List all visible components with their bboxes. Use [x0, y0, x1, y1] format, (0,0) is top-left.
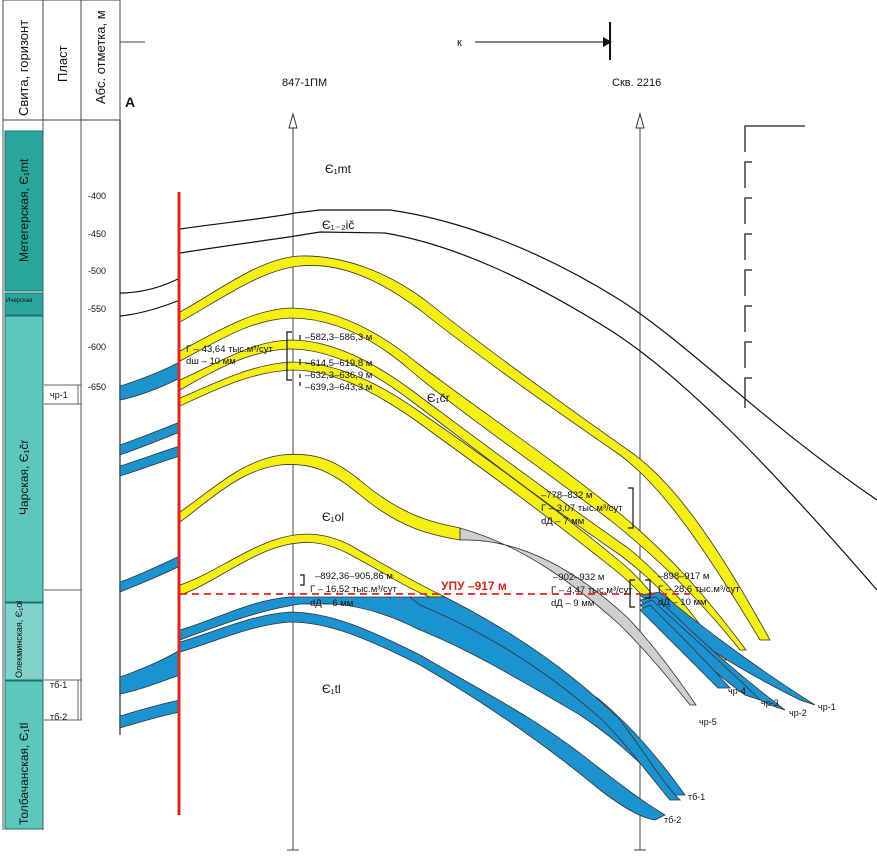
well2-label: Скв. 2216	[612, 77, 661, 89]
gas-layer-2	[179, 307, 747, 651]
header-table: Свита, горизонт Пласт Абс. отметка, м	[2, 0, 121, 121]
well1-label: 847-1ПМ	[282, 77, 327, 89]
legend-brackets	[744, 125, 805, 408]
elev-tick: -550	[88, 304, 106, 314]
header-elev-label: Абс. отметка, м	[93, 10, 108, 104]
upu-label: УПУ –917 м	[441, 579, 507, 593]
elev-tick: -650	[88, 382, 106, 392]
formation-tl-label: Є₁tl	[322, 682, 341, 696]
water-cr4	[639, 604, 731, 689]
water-tb2	[179, 611, 666, 821]
test3-dd: dД – 6 мм	[310, 598, 353, 609]
formation-ic-label: Є₁₋₂ič	[322, 218, 354, 232]
header-layer-label: Пласт	[55, 45, 70, 82]
water-left-5	[119, 649, 181, 695]
interval-2: –614,5–619,8 м	[305, 358, 372, 369]
suite-olekminskaya-label: Олекминская, Є₁ol	[14, 601, 24, 678]
gas-layer-3	[179, 339, 727, 661]
bed-label-cr2: чр-2	[789, 708, 807, 718]
bed-label-cr5: чр-5	[699, 717, 717, 727]
layer-tb1-label: тб-1	[50, 680, 67, 690]
water-left-1	[119, 361, 181, 401]
bed-label-tb1: тб-1	[688, 792, 705, 802]
gas-layer-5	[179, 453, 461, 541]
header-suite-label: Свита, горизонт	[16, 20, 31, 116]
test1-rate: Г – 43,64 тыс.м³/сут	[186, 344, 274, 355]
suite-charskaya-block	[4, 315, 44, 603]
suite-ichersk-label: Ичерская	[6, 298, 32, 304]
bracket-2216-upper	[628, 487, 634, 529]
water-tb-main	[408, 596, 681, 801]
elev-tick: -600	[88, 342, 106, 352]
test3-int: –892,36–905,86 м	[315, 571, 393, 582]
interval-1: –582,3–586,3 м	[305, 332, 372, 343]
suite-tolbachanskaya-block	[4, 680, 44, 830]
layer-tb2-label: тб-2	[50, 712, 67, 722]
test5-rate: Г – 28,6 тыс.м³/сут	[658, 584, 740, 595]
ichersk-boundaries	[119, 209, 877, 591]
formation-mt-label: Є₁mt	[325, 162, 352, 176]
elev-tick: -450	[88, 229, 106, 239]
point-a-label: А	[125, 94, 135, 110]
test2-int: –778–832 м	[541, 490, 592, 501]
well-2216	[634, 112, 646, 851]
bed-label-tb2: тб-2	[664, 815, 681, 825]
interval-3: –632,3–636,9 м	[305, 370, 372, 381]
test4-dd: dД – 9 мм	[551, 598, 594, 609]
suite-metegerskaya-block	[4, 130, 44, 292]
test3-rate: Г – 16,52 тыс.м³/сут	[310, 584, 398, 595]
formation-cr-label: Є₁čr	[427, 391, 450, 405]
suite-column: Метегерская, Є₁mt Ичерская Чарская, Є₁čr…	[4, 130, 44, 830]
water-layers	[119, 361, 816, 821]
gas-layer-1	[179, 255, 771, 641]
grey-transition	[459, 527, 697, 706]
suite-ichersk-block	[4, 292, 44, 316]
suite-tolbachanskaya-label: Толбачанская, Є₁tl	[17, 723, 31, 825]
test4-int: –902–932 м	[553, 572, 604, 583]
test2-rate: Г – 3,07 тыс.м³/сут	[541, 503, 623, 514]
bed-label-cr4: чр-4	[728, 686, 746, 696]
suite-olekminskaya-block	[4, 602, 44, 681]
direction-label: к	[457, 37, 462, 49]
interval-4: –639,3–643,3 м	[305, 382, 372, 393]
formation-ol-label: Є₁ol	[322, 510, 344, 524]
suite-metegerskaya-label: Метегерская, Є₁mt	[17, 158, 31, 262]
bed-label-cr1: чр-1	[818, 702, 836, 712]
well-847-1pm	[287, 112, 299, 851]
water-left-4	[119, 555, 181, 593]
water-left-6	[119, 699, 181, 729]
test2-dd: dД – 7 мм	[541, 516, 584, 527]
suite-charskaya-label: Чарская, Є₁čr	[17, 440, 31, 515]
bracket-2216-lower	[629, 579, 651, 608]
layer-column	[44, 384, 82, 721]
test4-rate: Г – 4,47 тыс.м³/сут	[551, 585, 633, 596]
bracket-847-upper	[286, 331, 301, 386]
elevation-scale: -400 -450 -500 -550 -600 -650	[88, 191, 106, 392]
layer-cr1-label: чр-1	[50, 390, 68, 400]
bracket-847-lower	[300, 574, 305, 586]
test1-dsh: dш – 10 мм	[186, 356, 236, 367]
test5-int: –898–917 м	[658, 571, 709, 582]
elev-tick: -400	[88, 191, 106, 201]
elev-tick: -500	[88, 266, 106, 276]
test5-dd: dД – 10 мм	[658, 597, 707, 608]
bed-label-cr3: чр-3	[761, 698, 779, 708]
